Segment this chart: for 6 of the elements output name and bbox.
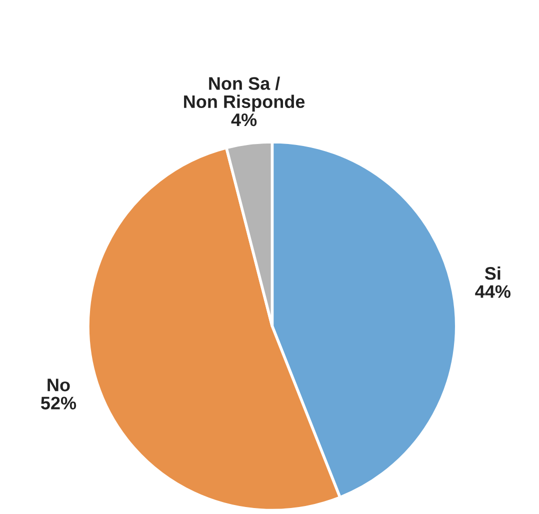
slice-label: No (48, 378, 70, 392)
slice-label: Si (484, 266, 500, 280)
data-label: 52% (40, 396, 76, 410)
slice-label: Non Sa / Non Risponde (184, 76, 305, 112)
data-label: 4% (231, 113, 257, 126)
data-label: 44% (475, 285, 511, 298)
